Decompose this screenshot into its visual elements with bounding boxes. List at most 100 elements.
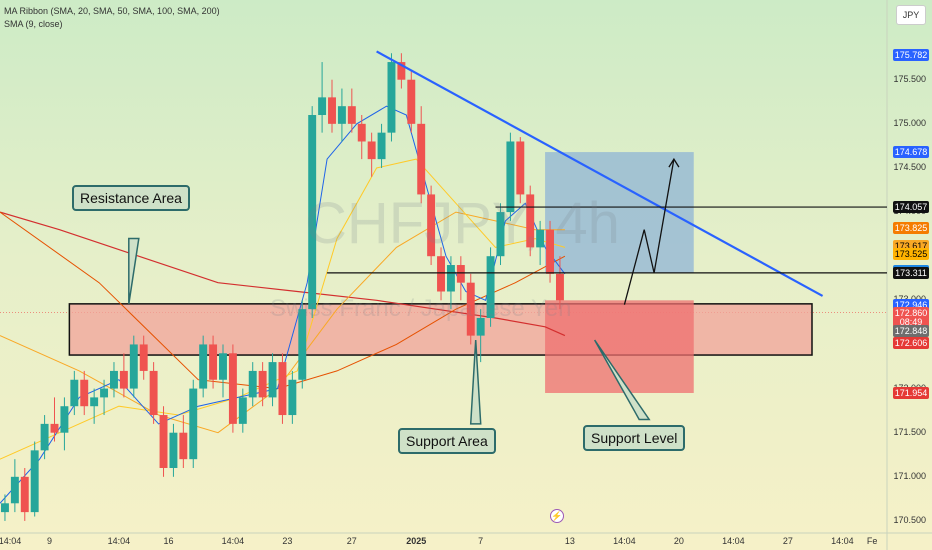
candle-body	[60, 406, 69, 433]
ma-ribbon-legend[interactable]: MA Ribbon (SMA, 20, SMA, 50, SMA, 100, S…	[4, 6, 220, 16]
candle-body	[526, 194, 535, 248]
candle-body	[506, 141, 515, 213]
time-tick-label: 7	[478, 536, 484, 546]
name-watermark: Swiss Franc / Japanese Yen	[270, 295, 572, 322]
projection-arrowhead	[668, 157, 680, 168]
candle-body	[496, 212, 505, 257]
support-area-callout: Support Area	[398, 428, 496, 454]
candle-body	[199, 344, 208, 389]
candle-body	[328, 97, 336, 124]
resistance-area-callout: Resistance Area	[72, 185, 190, 211]
candle-body	[387, 62, 396, 133]
candle-body	[466, 282, 475, 336]
candle-body	[70, 379, 79, 407]
candle-body	[100, 388, 109, 398]
time-tick-label: Fe	[866, 536, 878, 546]
time-tick-label: 27	[782, 536, 793, 546]
time-tick-label: 13	[564, 536, 575, 546]
price-marker-label: 171.954	[893, 386, 929, 399]
callout-pointer-1	[469, 339, 482, 425]
sma-50-line	[0, 211, 565, 434]
candle-body	[129, 344, 138, 389]
price-marker-label: 172.606	[893, 337, 929, 350]
candle-body	[437, 256, 445, 292]
candle-body	[337, 106, 346, 124]
sma-legend[interactable]: SMA (9, close)	[4, 19, 63, 29]
trendline	[376, 50, 824, 297]
candle-body	[219, 353, 227, 380]
price-marker-label: 172.848	[893, 325, 929, 338]
lightning-icon[interactable]: ⚡	[550, 509, 564, 523]
candle-body	[228, 353, 237, 424]
price-tick-label: 170.500	[893, 514, 926, 525]
time-tick-label: 16	[163, 536, 174, 546]
candle-body	[10, 476, 19, 504]
sma-20-line	[0, 158, 566, 460]
price-marker-label: 173.825	[893, 221, 929, 234]
price-marker-label: 174.057	[893, 201, 929, 214]
candle-body	[20, 476, 29, 513]
projection-path	[623, 158, 675, 305]
price-marker-label: 175.782	[893, 48, 929, 61]
time-tick-label: 14:04	[613, 536, 636, 546]
price-marker-label: 08:49	[893, 315, 929, 328]
price-tick-label: 174.500	[893, 161, 926, 172]
candle-body	[110, 370, 118, 389]
candle-body	[209, 344, 218, 380]
candle-body	[0, 503, 9, 513]
candle-body	[367, 141, 376, 160]
candle-body	[516, 141, 525, 195]
candle-body	[318, 97, 327, 116]
sma-200-line	[0, 211, 566, 337]
price-marker-label: 174.678	[893, 146, 929, 159]
candle-body	[308, 115, 317, 310]
candle-body	[407, 79, 416, 124]
candle-body	[80, 379, 89, 407]
candle-body	[476, 317, 485, 336]
candle-body	[486, 256, 495, 318]
price-tick-label: 175.500	[893, 73, 926, 84]
price-marker-label: 173.525	[893, 247, 929, 260]
candle-body	[248, 370, 257, 398]
time-tick-label: 20	[673, 536, 684, 546]
candle-body	[397, 62, 406, 80]
candle-body	[119, 370, 128, 389]
candle-body	[536, 229, 545, 248]
price-tick-label: 171.500	[893, 426, 926, 437]
price-marker-label: 173.311	[893, 266, 929, 279]
candle-body	[427, 194, 436, 257]
candle-body	[357, 123, 366, 142]
time-tick-label: 14:04	[0, 536, 22, 546]
time-tick-label: 14:04	[831, 536, 854, 546]
currency-button[interactable]: JPY	[896, 5, 926, 25]
callout-pointer-2	[593, 339, 651, 421]
candle-body	[50, 423, 59, 433]
candle-body	[546, 229, 555, 274]
candle-body	[189, 388, 198, 460]
candle-body	[40, 423, 49, 451]
time-tick-label: 2025	[406, 536, 427, 546]
candle-body	[555, 273, 564, 301]
candle-body	[456, 265, 465, 283]
time-tick-label: 9	[47, 536, 53, 546]
time-tick-label: 23	[282, 536, 293, 546]
symbol-watermark: CHFJPY, 4h	[305, 191, 620, 256]
candle-body	[139, 344, 148, 371]
candle-body	[159, 415, 168, 468]
candle-body	[90, 397, 99, 407]
candle-body	[258, 370, 267, 398]
price-marker-label: 172.860	[893, 306, 929, 319]
time-tick-label: 14:04	[722, 536, 745, 546]
sma-100-line	[0, 211, 566, 390]
candle-body	[278, 362, 287, 416]
price-tick-label: 171.000	[893, 470, 926, 481]
candle-body	[377, 132, 386, 160]
candle-body	[288, 379, 297, 416]
candle-body	[446, 265, 455, 292]
candle-body	[347, 106, 356, 124]
candle-body	[179, 432, 188, 460]
candle-body	[169, 432, 178, 468]
candle-body	[417, 123, 426, 195]
